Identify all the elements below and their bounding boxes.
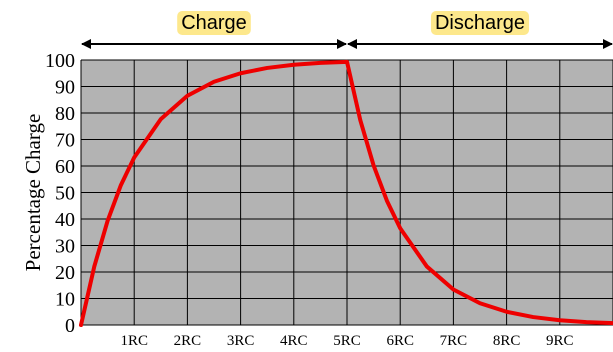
x-tick-label: 3RC (227, 333, 255, 349)
y-tick-label: 20 (55, 262, 75, 284)
y-tick-label: 90 (55, 77, 75, 99)
y-tick-label: 0 (65, 315, 75, 337)
y-axis-label: Percentage Charge (21, 114, 45, 272)
x-tick-label: 9RC (546, 333, 574, 349)
y-tick-label: 70 (55, 130, 75, 152)
phase-charge: Charge (81, 11, 347, 49)
y-tick-label: 10 (55, 289, 75, 311)
phase-label-highlight (177, 11, 251, 35)
x-tick-label: 6RC (386, 333, 414, 349)
y-tick-label: 30 (55, 236, 75, 258)
phase-label-highlight (430, 11, 530, 35)
phase-discharge: Discharge (347, 11, 613, 49)
series-line (79, 59, 613, 327)
x-tick-label: 1RC (120, 333, 148, 349)
x-tick-label: 4RC (280, 333, 308, 349)
phase-label: Charge (181, 12, 247, 34)
y-tick-label: 80 (55, 103, 75, 125)
phase-label: Discharge (435, 12, 525, 34)
x-tick-label: 2RC (174, 333, 202, 349)
grid (80, 59, 613, 326)
y-tick-label: 100 (45, 50, 75, 72)
y-tick-label: 60 (55, 156, 75, 178)
x-tick-label: 5RC (333, 333, 361, 349)
x-tick-label: 8RC (493, 333, 521, 349)
y-tick-label: 50 (55, 183, 75, 205)
y-tick-label: 40 (55, 209, 75, 231)
x-tick-label: 7RC (440, 333, 468, 349)
